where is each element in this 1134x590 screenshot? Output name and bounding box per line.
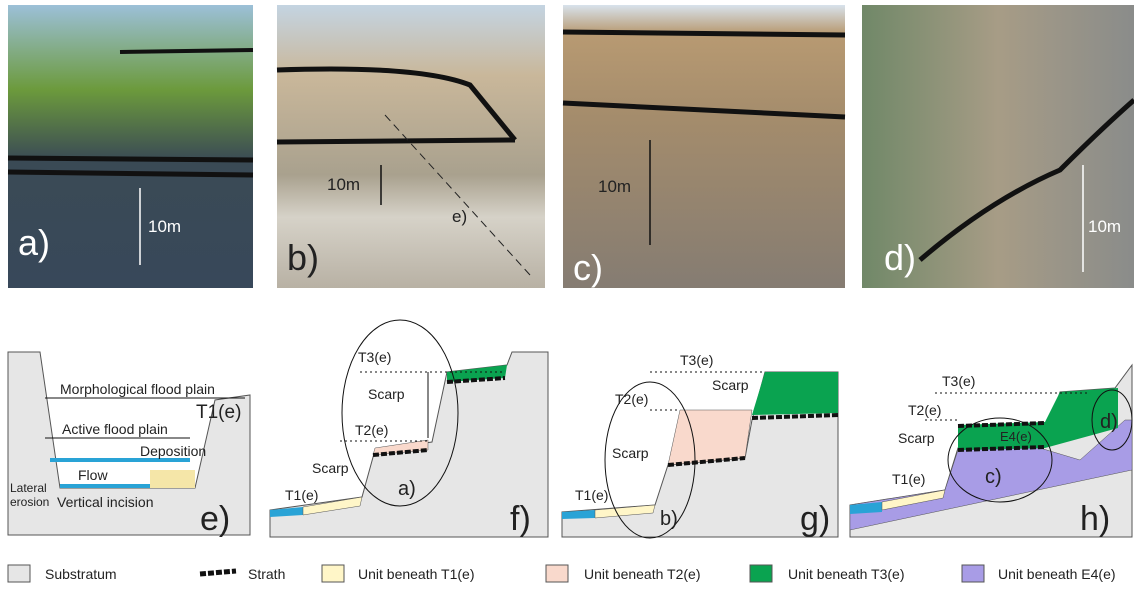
panel-label: h) [1080, 500, 1110, 538]
legend-swatch [321, 564, 345, 583]
diagram-f: T3(e) Scarp T2(e) Scarp T1(e) a) f) [269, 319, 549, 538]
photo-b [277, 5, 545, 288]
photo-label: d) [884, 237, 916, 278]
label: Lateral [10, 481, 47, 495]
legend-swatch [961, 564, 985, 583]
label: T2(e) [355, 422, 388, 438]
ellipse [604, 381, 696, 539]
diagram-e: Morphological flood plain T1(e) Active f… [7, 351, 251, 538]
line-label: e) [452, 207, 467, 226]
scale-label: 10m [148, 217, 181, 236]
unit-t1 [881, 489, 946, 511]
label: a) [398, 478, 416, 500]
strath-line [918, 98, 1134, 262]
legend-label: Unit beneath T3(e) [788, 566, 904, 582]
photo-c [563, 5, 845, 288]
panel-label: f) [510, 500, 531, 538]
ellipse [1091, 389, 1133, 451]
dotted-line [340, 371, 505, 442]
label: c) [985, 466, 1002, 488]
legend-swatch [749, 564, 773, 583]
strath [372, 376, 506, 457]
legend-swatch [199, 568, 237, 577]
photo-label: c) [573, 247, 603, 288]
label: T3(e) [680, 352, 713, 368]
substratum [7, 351, 251, 536]
label: Scarp [368, 386, 405, 402]
dotted-line [925, 392, 1090, 421]
arrow-line [45, 397, 245, 439]
label: T3(e) [942, 373, 975, 389]
legend-swatch [545, 564, 569, 583]
photos: a) 10m b) 10m e) c) 10m d) 10m [7, 5, 1134, 288]
diagram-g: T3(e) T2(e) Scarp Scarp T1(e) b) g) [561, 352, 839, 539]
dotted-line [650, 371, 765, 411]
label: Scarp [898, 430, 935, 446]
label: Morphological flood plain [60, 381, 215, 397]
panel-label: e) [200, 500, 230, 538]
label: Vertical incision [57, 494, 154, 510]
diagram-h: T3(e) T2(e) E4(e) Scarp d) c) T1(e) h) [849, 363, 1133, 538]
unit-t3 [958, 388, 1118, 450]
scale-label: 10m [327, 175, 360, 194]
label: Deposition [140, 443, 206, 459]
label: Scarp [712, 377, 749, 393]
ellipse [947, 417, 1053, 503]
legend-swatch [7, 564, 31, 583]
strath [667, 413, 839, 467]
strath-line [562, 29, 846, 120]
unit-t3 [752, 372, 838, 415]
deposit [150, 470, 195, 488]
scale-label: 10m [1088, 217, 1121, 236]
label: T2(e) [908, 402, 941, 418]
ellipse [341, 319, 459, 507]
label: T1(e) [892, 471, 925, 487]
strath-line [7, 155, 254, 178]
legend-label: Unit beneath T2(e) [584, 566, 700, 582]
label: T3(e) [358, 349, 391, 365]
legend-label: Substratum [45, 566, 117, 582]
legend: Substratum Strath Unit beneath T1(e) Uni… [7, 564, 1116, 583]
unit-water [562, 510, 595, 519]
label: T2(e) [615, 391, 648, 407]
strath-line [119, 48, 254, 54]
label: d) [1100, 411, 1118, 433]
unit-water [850, 502, 882, 514]
unit-water [270, 507, 303, 517]
label: E4(e) [1000, 429, 1032, 444]
label: Scarp [312, 460, 349, 476]
legend-label: Unit beneath E4(e) [998, 566, 1116, 582]
label: T1(e) [575, 487, 608, 503]
label: Active flood plain [62, 421, 168, 437]
label: erosion [10, 495, 49, 509]
photo-label: a) [18, 222, 50, 263]
legend-label: Strath [248, 566, 285, 582]
label: Scarp [612, 445, 649, 461]
unit-t2 [667, 409, 753, 466]
unit-t1 [302, 496, 363, 516]
scale-label: 10m [598, 177, 631, 196]
label: T1(e) [196, 402, 241, 423]
photo-d [862, 5, 1134, 288]
label: Flow [78, 467, 108, 483]
label: T1(e) [285, 487, 318, 503]
label: b) [660, 508, 678, 530]
strath [957, 421, 1046, 452]
photo-label: b) [287, 237, 319, 278]
strath-line [276, 66, 517, 145]
unit-t1 [594, 504, 656, 519]
legend-label: Unit beneath T1(e) [358, 566, 474, 582]
panel-label: g) [800, 500, 830, 538]
dashed-line [384, 114, 531, 276]
